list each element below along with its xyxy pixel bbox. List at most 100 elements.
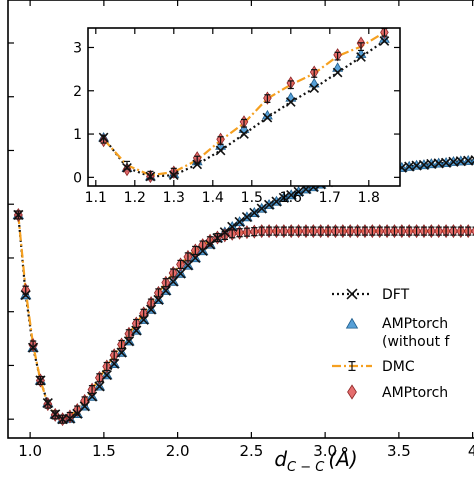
main-series-0-point-37-b: [286, 190, 297, 201]
main-series-0-point-3: [35, 375, 46, 386]
inset-x-tick-label-2: 1.3: [163, 190, 185, 206]
main-series-0-point-38-b: [293, 186, 304, 197]
inset-y-tick-label-0: 0: [73, 170, 82, 186]
inset-series-0-point-12: [379, 36, 390, 46]
x-axis-label: dC − C (Å): [274, 447, 357, 474]
main-series-0-point-57-b: [433, 158, 444, 169]
main-series-2-point-32: [251, 227, 258, 237]
main-series-2-point-39: [302, 226, 310, 236]
inset-series-2-point-11: [357, 42, 365, 52]
main-series-2-point-56: [428, 226, 435, 236]
main-series-0-point-31-b: [241, 212, 253, 223]
main-series-2-point-21: [170, 268, 177, 278]
main-series-2-point-24: [192, 245, 199, 256]
main-series-2-point-41: [317, 226, 324, 236]
inset-series-0-point-12-b: [379, 36, 390, 46]
main-series-2-point-20: [162, 278, 170, 288]
legend-marker-1: [345, 317, 359, 329]
inset-series-0-point-4-b: [192, 159, 203, 170]
main-series-0-point-55-b: [418, 159, 430, 171]
main-series-0-point-15-b: [123, 336, 135, 347]
main-x-tick-label-1: 1.5: [92, 442, 116, 460]
main-series-0-point-21: [168, 276, 179, 287]
inset-y-tick-label-1: 1: [73, 127, 82, 143]
main-series-0-point-16: [131, 325, 142, 336]
inset-series-0-point-1: [122, 162, 132, 173]
main-series-0-point-19: [153, 294, 164, 305]
main-series-0-point-38: [293, 186, 304, 197]
main-series-0-point-62-a: [470, 155, 474, 160]
main-series-2-point-13: [111, 350, 118, 360]
main-series-0-point-33-b: [256, 203, 267, 214]
main-series-0-point-34: [264, 199, 275, 210]
main-series-0-point-10-b: [87, 391, 98, 402]
main-series-0-point-35-b: [271, 196, 282, 207]
main-series-0-point-60-b: [455, 156, 466, 167]
main-series-0-point-17-b: [138, 314, 149, 325]
inset-series-0-point-9-b: [309, 83, 320, 94]
main-series-2-point-45: [347, 226, 354, 236]
main-x-tick-label-0: 1.0: [18, 442, 42, 460]
inset-series-0-point-4: [192, 159, 203, 170]
main-series-2-point-34: [265, 226, 273, 236]
main-series-2-point-14: [118, 339, 125, 350]
main-series-2-point-36: [280, 226, 288, 236]
inset-series-0-point-0-b: [98, 132, 109, 143]
main-series-0-point-59-b: [448, 156, 459, 167]
inset-series-0-point-3: [168, 170, 179, 181]
inset-plot: 1.1 1.2 1.3 1.4 1.5 1.6 1.7 1.8 0 1 2 3: [73, 27, 401, 206]
legend-label-2-0: DMC: [382, 359, 415, 375]
main-series-2-point-54: [413, 226, 420, 236]
main-frame: [7, 0, 474, 439]
main-series-2-point-31: [243, 227, 251, 237]
main-series-2-point-62: [472, 226, 474, 236]
main-series-0-point-5-b: [50, 409, 61, 420]
main-series-0-point-2-b: [28, 342, 39, 353]
main-series-2-point-30: [236, 228, 243, 238]
main-x-tick-label-3: 2.5: [239, 442, 263, 460]
main-series-0-point-62: [470, 155, 474, 166]
main-series-2-point-47: [361, 226, 369, 236]
main-series-0-point-36: [278, 192, 289, 203]
inset-series-0-point-7-b: [262, 112, 273, 123]
main-series-0-point-37: [286, 190, 297, 201]
main-series-0-point-22: [175, 268, 186, 279]
main-series-0-point-0-b: [13, 209, 24, 221]
inset-x-tick-label-4: 1.5: [241, 190, 263, 206]
main-series-0-point-9: [79, 401, 90, 412]
main-series-2-point-58: [442, 226, 450, 236]
main-series-0-point-13: [109, 358, 120, 369]
main-series-0-point-33: [256, 203, 267, 214]
inset-series-0-point-2-b: [145, 171, 156, 182]
main-series-2-point-46: [354, 226, 361, 236]
main-series-0-point-56-b: [426, 158, 437, 169]
inset-x-tick-label-3: 1.4: [202, 190, 224, 206]
legend-label-0-0: DFT: [382, 287, 410, 303]
main-data: [12, 154, 474, 427]
main-series-2-point-23: [184, 252, 192, 262]
main-series-0-point-53-b: [404, 161, 415, 172]
main-series-0-point-22-b: [175, 268, 186, 279]
inset-series-2-point-6: [240, 118, 248, 128]
main-series-0-point-4-b: [42, 398, 53, 409]
main-series-2-point-57: [435, 226, 442, 236]
main-series-0-point-14-b: [116, 347, 127, 358]
inset-series-2-point-9: [311, 69, 318, 78]
main-series-0-point-35: [271, 196, 282, 207]
inset-series-0-point-5-b: [215, 145, 226, 156]
main-series-2-point-42: [324, 226, 332, 236]
main-series-2-point-51: [391, 226, 398, 236]
main-series-2-point-38: [295, 226, 302, 236]
inset-series-0-point-5: [215, 145, 226, 156]
legend-label-1-0: AMPtorch: [382, 316, 448, 332]
main-series-0-point-0: [13, 209, 24, 221]
main-series-0-point-28-b: [219, 227, 230, 238]
inset-series-0-point-10: [332, 67, 343, 78]
main-series-0-point-16-b: [131, 325, 142, 336]
main-series-2-point-50: [383, 226, 391, 236]
inset-series-0-point-2: [145, 171, 156, 182]
main-x-tick-label-2: 2.0: [166, 442, 190, 460]
inset-series-0-point-1-b: [122, 162, 132, 173]
main-series-0-point-21-b: [168, 276, 179, 287]
